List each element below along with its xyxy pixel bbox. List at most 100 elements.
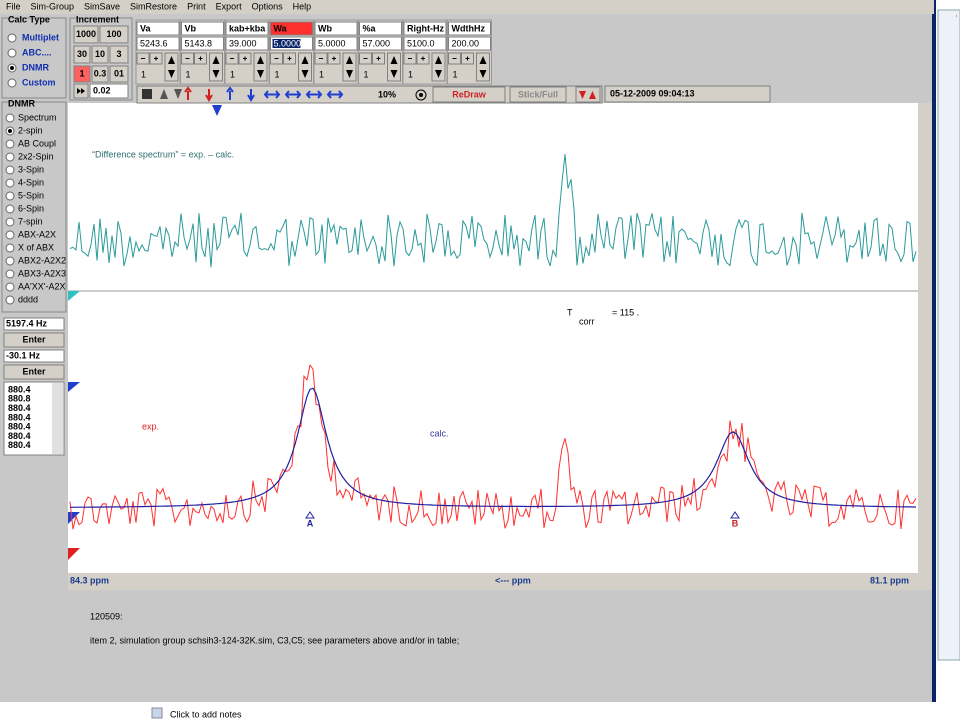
button[interactable] [73,25,99,44]
button[interactable] [509,86,567,103]
param-step: 1 [408,69,413,79]
annotation: calc. [430,428,449,438]
icon [452,56,470,61]
tool-icon[interactable] [263,90,281,99]
radio[interactable] [5,230,15,240]
button[interactable] [342,52,357,82]
tool-icon[interactable] [184,86,192,100]
param-name: Wb [318,23,332,33]
param-value: 5100.0 [407,38,435,48]
list-item: 880.4 [8,403,31,413]
button[interactable] [432,86,506,103]
text-field[interactable] [359,36,402,51]
param-step: 1 [364,69,369,79]
scrollbar [918,103,932,573]
button[interactable] [387,52,401,82]
button[interactable] [431,52,446,82]
button[interactable] [298,52,312,82]
tool-icon[interactable] [226,86,234,100]
radio[interactable] [5,178,15,188]
param-step: 1 [275,69,280,79]
radio[interactable] [5,113,15,123]
menu-item[interactable]: SimSave [84,1,120,11]
menu-item[interactable]: Sim-Group [31,1,75,11]
radio[interactable] [5,165,15,175]
button[interactable] [73,65,91,83]
radio[interactable] [5,295,15,305]
text-field[interactable] [181,36,224,51]
tool-icon[interactable] [305,90,323,99]
annotation: = 115 . [612,307,639,317]
tool-icon[interactable] [247,89,255,102]
radio[interactable] [5,243,15,253]
radio[interactable] [5,152,15,162]
button[interactable] [3,332,65,348]
radio[interactable] [5,191,15,201]
icon [435,56,442,78]
button[interactable] [91,65,109,83]
text-field[interactable] [448,36,491,51]
radio[interactable] [7,33,17,43]
tool-icon[interactable] [415,89,427,101]
menu-item[interactable]: Print [187,1,206,11]
radio[interactable] [5,256,15,266]
ruler [68,573,932,590]
option-label: 2-spin [18,125,43,135]
button[interactable] [164,52,179,82]
field-value: 0.02 [93,85,111,95]
group-frame [69,17,133,101]
option-label: dddd [18,294,38,304]
tool-icon[interactable] [284,90,302,99]
icon [185,56,203,61]
list-item: 880.4 [8,412,31,422]
button[interactable] [91,45,109,64]
radio[interactable] [5,139,15,149]
option-label: AB Coupl [18,138,56,148]
button[interactable] [476,52,490,82]
param-step: 1 [319,69,324,79]
tool-icon[interactable] [205,89,213,102]
group-frame [1,101,67,313]
text-field[interactable] [136,36,180,51]
radio[interactable] [7,48,17,58]
group-title: Increment [76,14,119,24]
button-label: 10 [95,49,105,59]
button[interactable] [73,45,91,64]
radio[interactable] [5,269,15,279]
button[interactable] [109,65,129,83]
option-label: 6-Spin [18,203,44,213]
list-item: 880.4 [8,384,31,394]
text-field[interactable] [225,36,269,51]
button[interactable] [109,45,129,64]
tool-icon[interactable] [142,89,152,99]
button[interactable] [3,364,65,380]
param-step: 1 [141,69,146,79]
menu-item[interactable]: File [6,1,21,11]
param-header [270,21,313,36]
param-name: %a [363,23,377,33]
menu-item[interactable]: Help [293,1,312,11]
text-field[interactable] [314,36,358,51]
text-field [89,83,129,99]
button[interactable] [575,86,601,103]
radio[interactable] [5,282,15,292]
list-item: 880.4 [8,422,31,432]
button[interactable] [209,52,223,82]
tool-icon[interactable] [326,90,344,99]
param-header [314,21,358,36]
menu-item[interactable]: SimRestore [130,1,177,11]
radio[interactable] [5,217,15,227]
button[interactable] [99,25,129,44]
menu-item[interactable]: Options [252,1,284,11]
option-label: 2x2-Spin [18,151,54,161]
param-step: 1 [230,69,235,79]
param-step: 1 [453,69,458,79]
text-field[interactable] [403,36,447,51]
param-name: Right-Hz [407,23,444,33]
group-title: Calc Type [8,14,50,24]
button[interactable] [253,52,268,82]
menu-item[interactable]: Export [216,1,243,11]
peak-label: B [732,518,739,528]
radio[interactable] [5,204,15,214]
radio[interactable] [7,78,17,88]
